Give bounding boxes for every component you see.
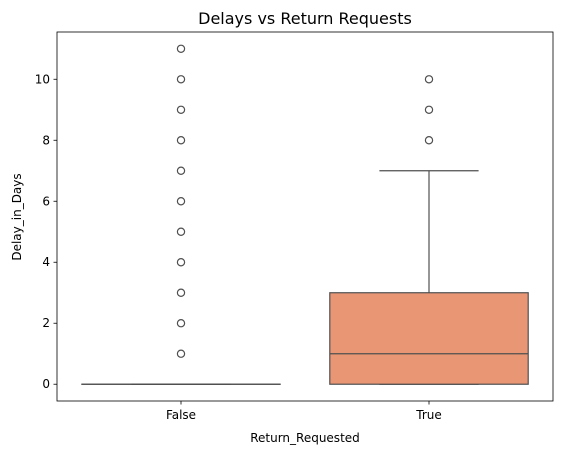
outlier-point xyxy=(176,258,186,267)
y-tick-label: 10 xyxy=(35,72,50,86)
outlier-point xyxy=(176,105,186,114)
outlier-point xyxy=(176,349,186,358)
x-tick-label: True xyxy=(415,408,442,422)
box-group-true xyxy=(329,75,529,385)
outlier-point xyxy=(176,75,186,84)
plot-area xyxy=(81,44,529,385)
outlier-point xyxy=(176,44,186,53)
y-tick-label: 8 xyxy=(42,133,50,147)
y-tick-label: 4 xyxy=(42,255,50,269)
box xyxy=(329,292,529,385)
outlier-point xyxy=(176,227,186,236)
outlier-point xyxy=(176,166,186,175)
y-tick-label: 0 xyxy=(42,377,50,391)
outlier-point xyxy=(176,136,186,145)
y-tick-label: 6 xyxy=(42,194,50,208)
chart-title: Delays vs Return Requests xyxy=(198,9,412,28)
y-tick-label: 2 xyxy=(42,316,50,330)
x-axis-label: Return_Requested xyxy=(250,431,360,445)
outlier-point xyxy=(424,105,434,114)
outlier-point xyxy=(176,319,186,328)
outlier-point xyxy=(176,288,186,297)
outlier-point xyxy=(176,197,186,206)
outlier-point xyxy=(424,136,434,145)
y-axis: 0 2 4 6 8 10 xyxy=(35,72,57,391)
outlier-point xyxy=(424,75,434,84)
axes-frame xyxy=(56,31,554,402)
box-group-false xyxy=(81,44,281,385)
y-axis-label: Delay_in_Days xyxy=(10,173,24,260)
x-axis: False True xyxy=(166,401,442,422)
x-tick-label: False xyxy=(166,408,196,422)
